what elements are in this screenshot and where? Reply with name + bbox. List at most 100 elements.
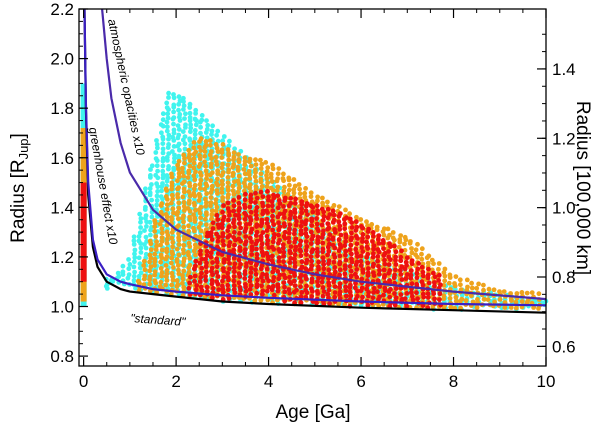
point-red bbox=[258, 189, 264, 195]
point-orange bbox=[253, 157, 258, 163]
point-cyan bbox=[188, 122, 194, 128]
point-cyan bbox=[171, 121, 176, 127]
point-red bbox=[204, 248, 210, 254]
point-red bbox=[409, 258, 415, 263]
point-orange bbox=[159, 238, 165, 244]
point-red bbox=[354, 241, 360, 247]
point-orange bbox=[169, 260, 174, 266]
x-axis-title: Age [Ga] bbox=[276, 402, 351, 423]
point-cyan bbox=[172, 152, 177, 158]
point-red bbox=[194, 283, 200, 288]
point-red bbox=[287, 290, 293, 296]
point-red bbox=[349, 235, 354, 241]
point-red bbox=[370, 230, 376, 235]
point-red bbox=[271, 275, 277, 280]
point-orange bbox=[198, 215, 204, 221]
point-red bbox=[398, 292, 404, 297]
point-red bbox=[271, 192, 276, 198]
point-red bbox=[308, 241, 314, 247]
point-orange bbox=[181, 224, 187, 230]
point-red bbox=[327, 212, 333, 217]
point-cyan bbox=[160, 150, 166, 156]
point-orange bbox=[174, 246, 180, 252]
point-cyan bbox=[182, 146, 188, 152]
point-red bbox=[192, 278, 197, 284]
point-red bbox=[326, 287, 332, 293]
point-red bbox=[197, 260, 203, 266]
point-orange bbox=[176, 200, 182, 206]
point-red bbox=[204, 260, 209, 266]
point-cyan bbox=[164, 119, 170, 125]
point-red bbox=[192, 273, 198, 279]
point-red bbox=[248, 274, 253, 280]
point-orange bbox=[196, 191, 202, 197]
point-cyan bbox=[199, 117, 205, 123]
point-cyan bbox=[187, 118, 193, 124]
point-red bbox=[227, 213, 232, 218]
point-orange bbox=[186, 168, 192, 174]
point-red bbox=[308, 254, 314, 260]
point-orange bbox=[174, 257, 180, 262]
point-orange bbox=[220, 198, 226, 204]
point-red bbox=[349, 230, 354, 236]
point-red bbox=[299, 264, 305, 270]
point-orange bbox=[486, 286, 492, 292]
point-cyan bbox=[138, 225, 144, 230]
y2-tick-label: 0.6 bbox=[552, 337, 576, 356]
point-red bbox=[336, 237, 342, 243]
point-red bbox=[388, 286, 393, 292]
point-red bbox=[432, 280, 437, 285]
point-orange bbox=[163, 186, 169, 192]
point-red bbox=[299, 210, 305, 216]
point-red bbox=[319, 222, 325, 228]
point-red bbox=[298, 228, 304, 234]
point-cyan bbox=[115, 270, 121, 276]
point-red bbox=[270, 208, 276, 214]
point-orange bbox=[204, 176, 210, 181]
point-red bbox=[426, 280, 432, 286]
point-red bbox=[214, 270, 220, 275]
point-orange bbox=[181, 213, 186, 219]
point-cyan bbox=[153, 156, 159, 162]
point-orange bbox=[474, 305, 480, 310]
point-red bbox=[253, 212, 259, 218]
point-red bbox=[409, 290, 414, 295]
point-orange bbox=[252, 298, 258, 304]
point-orange bbox=[286, 187, 292, 193]
point-red bbox=[214, 231, 220, 237]
point-orange bbox=[191, 173, 197, 179]
point-orange bbox=[159, 247, 165, 253]
point-red bbox=[381, 246, 386, 252]
point-red bbox=[343, 288, 349, 294]
point-red bbox=[276, 198, 282, 203]
point-orange bbox=[325, 199, 330, 205]
point-orange bbox=[202, 153, 208, 159]
point-orange bbox=[181, 152, 187, 158]
point-cyan bbox=[209, 128, 215, 134]
point-red bbox=[304, 257, 310, 263]
point-orange bbox=[192, 177, 198, 183]
point-red bbox=[382, 273, 388, 278]
point-cyan bbox=[215, 128, 221, 134]
point-red bbox=[242, 276, 248, 281]
point-cyan bbox=[120, 263, 126, 269]
point-red bbox=[265, 241, 270, 247]
point-red bbox=[220, 238, 226, 244]
point-red bbox=[303, 247, 309, 253]
point-red bbox=[360, 267, 366, 272]
point-orange bbox=[152, 263, 158, 268]
point-cyan bbox=[160, 146, 166, 152]
point-red bbox=[231, 283, 237, 289]
point-red bbox=[259, 245, 264, 251]
point-red bbox=[393, 295, 399, 301]
point-orange bbox=[187, 198, 192, 204]
point-orange bbox=[164, 206, 170, 212]
point-orange bbox=[396, 244, 402, 250]
point-cyan bbox=[143, 251, 149, 257]
point-cyan bbox=[166, 136, 171, 142]
point-orange bbox=[508, 291, 513, 296]
point-red bbox=[320, 255, 326, 260]
point-red bbox=[237, 230, 242, 236]
point-cyan bbox=[160, 117, 166, 123]
point-red bbox=[437, 297, 442, 302]
